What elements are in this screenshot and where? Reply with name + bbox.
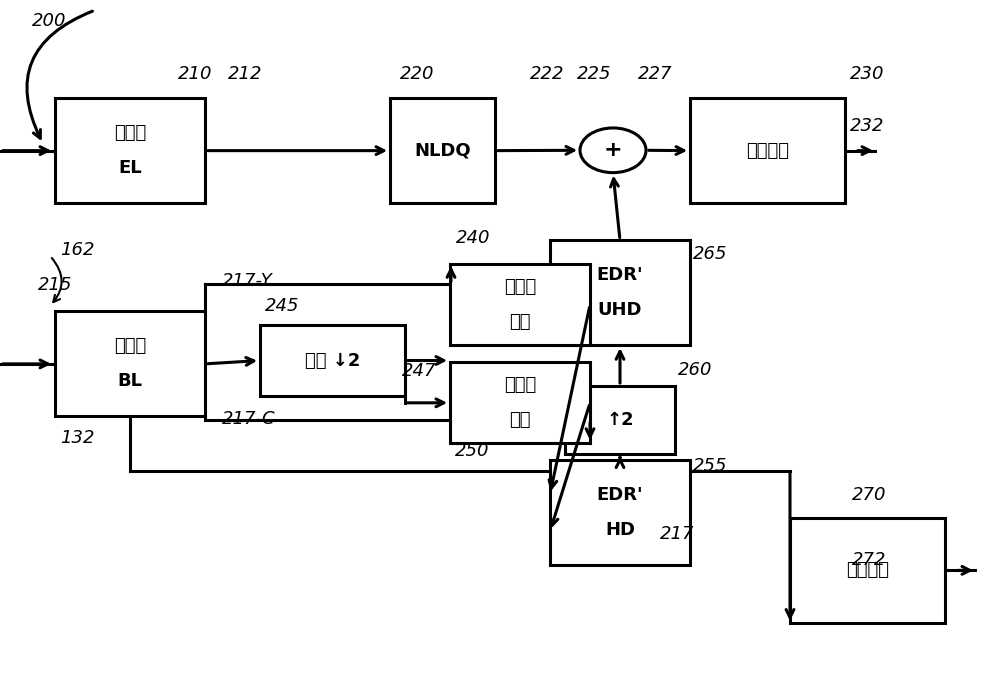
Bar [390,98,495,203]
Text: 颜色变换: 颜色变换 [746,141,789,160]
Text: 247: 247 [402,362,436,380]
Text: 162: 162 [60,240,94,259]
Bar [790,518,945,623]
Text: 272: 272 [852,550,887,569]
Text: EDR': EDR' [597,486,643,504]
Text: 亮度: 亮度 [509,313,531,331]
Text: 200: 200 [32,12,66,30]
Bar [55,311,205,416]
Text: 232: 232 [850,117,885,135]
Bar [565,386,675,454]
Text: 230: 230 [850,64,885,83]
Text: UHD: UHD [598,301,642,320]
Text: 预测器: 预测器 [504,376,536,394]
Text: 212: 212 [228,64,262,83]
Text: 222: 222 [530,64,564,83]
Text: 245: 245 [265,297,300,315]
Text: BL: BL [118,372,143,391]
Text: 217-Y: 217-Y [222,271,273,290]
Text: 210: 210 [178,64,212,83]
Bar [260,325,405,396]
Text: 解码器: 解码器 [114,124,146,142]
Text: 217: 217 [660,525,694,543]
Text: 260: 260 [678,361,712,379]
Text: EDR': EDR' [597,266,643,284]
Text: HD: HD [605,521,635,540]
Text: +: + [604,140,622,160]
Text: EL: EL [118,159,142,177]
Bar [450,264,590,345]
Text: 265: 265 [693,244,728,263]
Text: ↑2: ↑2 [606,411,634,429]
Text: NLDQ: NLDQ [414,141,471,160]
Text: 250: 250 [455,442,490,460]
Text: 217-C: 217-C [222,410,276,428]
Text: 亮度 ↓2: 亮度 ↓2 [305,351,360,370]
Text: 颜色变换: 颜色变换 [846,561,889,580]
Text: 色度: 色度 [509,412,531,429]
Text: 227: 227 [638,64,672,83]
Text: 255: 255 [693,457,728,475]
Bar [55,98,205,203]
Bar [690,98,845,203]
Bar [450,362,590,443]
Text: 215: 215 [38,276,72,294]
Text: 132: 132 [60,429,94,447]
Text: 解码器: 解码器 [114,337,146,355]
Bar [550,240,690,345]
Text: 220: 220 [400,64,434,83]
Text: 270: 270 [852,486,887,504]
Text: 预测器: 预测器 [504,278,536,296]
Circle shape [580,128,646,173]
Text: 240: 240 [456,229,490,247]
Text: 225: 225 [577,64,612,83]
Bar [550,460,690,565]
